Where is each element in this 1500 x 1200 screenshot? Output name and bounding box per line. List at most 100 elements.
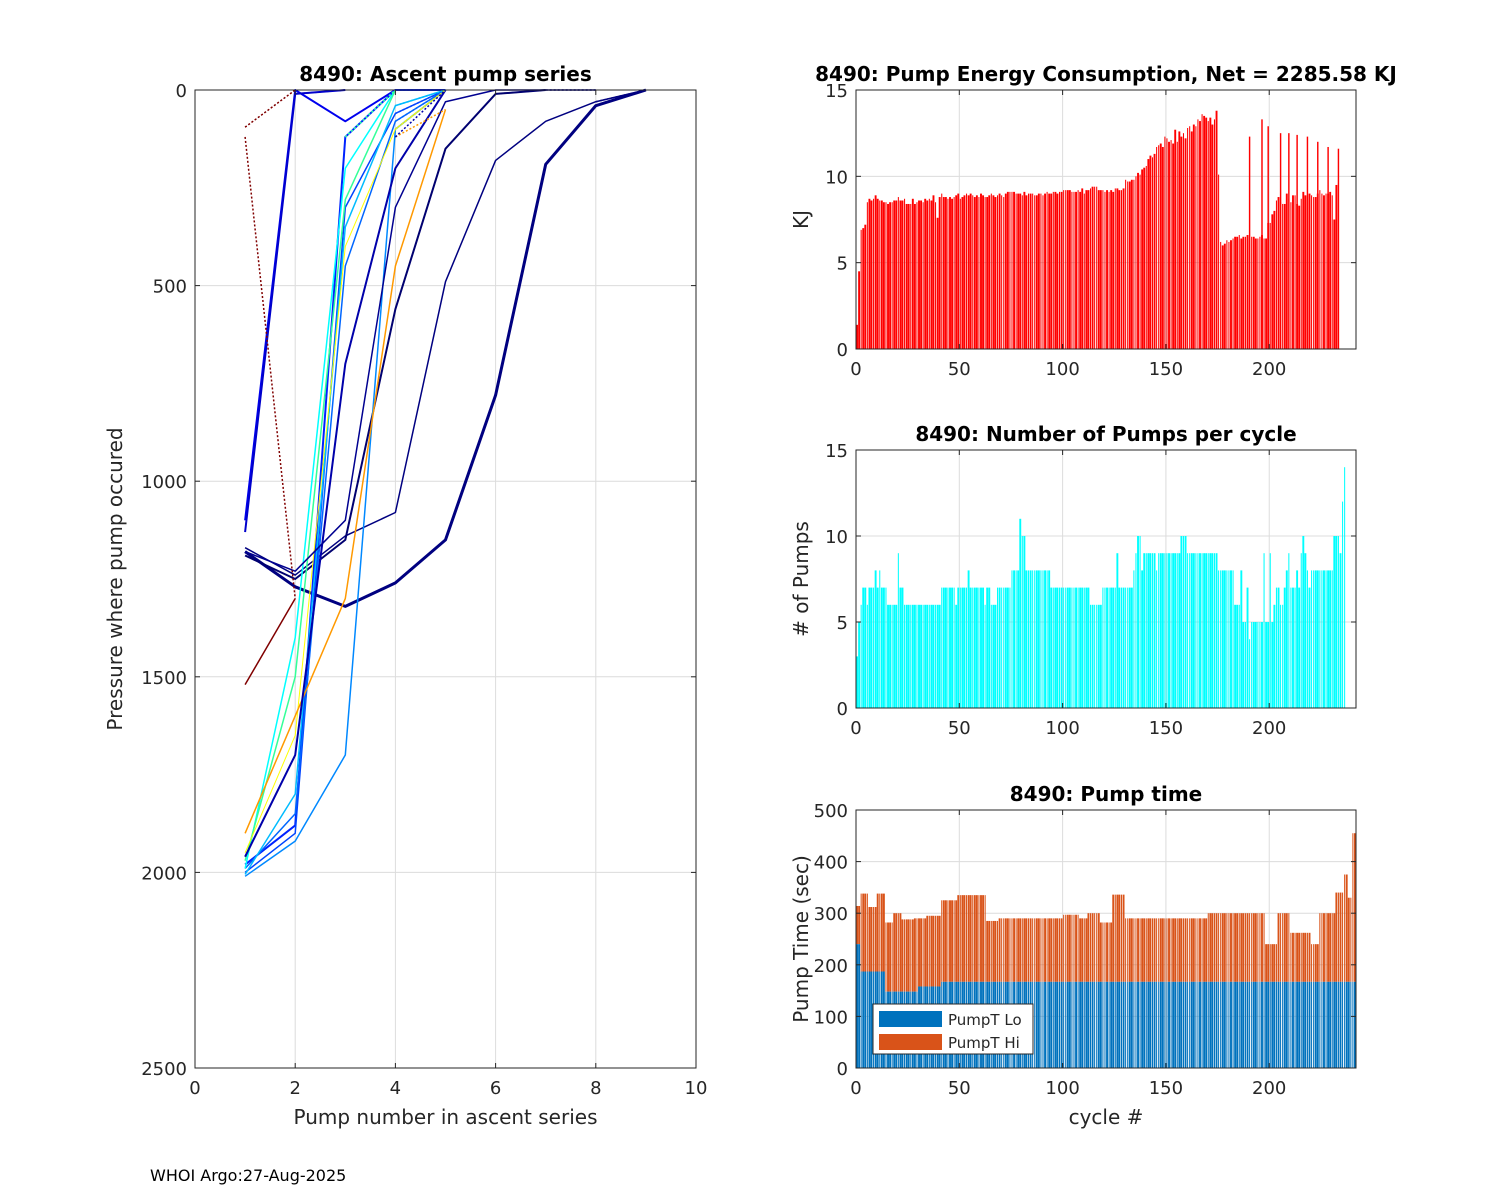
energy-bar (1096, 186, 1098, 349)
energy-bar (1218, 174, 1220, 349)
energy-bar (1127, 181, 1129, 349)
energy-bar (880, 200, 883, 349)
pumptime-hi-bar (1288, 913, 1290, 982)
pumptime-hi-bar (1161, 918, 1164, 982)
pumptime-lo-bar (1288, 981, 1290, 1068)
pumptime-hi-bar (1271, 944, 1274, 982)
energy-bar (1228, 241, 1230, 349)
npumps-bar (1065, 587, 1067, 708)
energy-bar (1304, 195, 1307, 349)
pumptime-lo-bar (870, 971, 873, 1068)
energy-bar (904, 198, 906, 349)
pumptime-lo-bar (1205, 981, 1208, 1068)
npumps-bar (891, 604, 893, 708)
pumptime-hi-bar (1220, 913, 1222, 982)
y-tick-label: 500 (814, 801, 848, 822)
ascent-dotted-segment (595, 89, 647, 103)
npumps-bar (942, 587, 945, 708)
pumptime-hi-bar (994, 920, 997, 982)
pumptime-hi-bar (1335, 892, 1338, 982)
pumptime-hi-bar (1052, 918, 1054, 982)
ascent-dotted-segment (394, 89, 446, 130)
npumps-bar (901, 587, 904, 708)
npumps-bar (1319, 570, 1321, 708)
npumps-bar (1273, 604, 1276, 708)
energy-bar (1040, 193, 1042, 349)
energy-bar (907, 203, 910, 349)
energy-bar-spike (1288, 133, 1290, 349)
npumps-bar (911, 604, 914, 708)
energy-bar (926, 200, 929, 349)
energy-bar (1097, 190, 1100, 349)
pumptime-lo-bar (1091, 981, 1094, 1068)
pumptime-hi-bar (1125, 918, 1127, 982)
pumptime-hi-bar (1342, 892, 1344, 982)
pumptime-hi-bar (1238, 913, 1240, 982)
energy-bar (994, 197, 997, 349)
energy-bar (1294, 195, 1296, 349)
npumps-bar (1294, 587, 1296, 708)
npumps-bar (895, 604, 898, 708)
energy-bar (1242, 236, 1245, 349)
npumps-bar (1159, 553, 1162, 708)
npumps-bar (990, 604, 992, 708)
pumptime-hi-bar (1189, 918, 1191, 982)
pumptime-lo-bar (1164, 981, 1166, 1068)
y-tick-label: 15 (825, 441, 848, 462)
npumps-bar (969, 587, 972, 708)
energy-bar (1158, 145, 1160, 349)
pumptime-lo-bar (1339, 981, 1342, 1068)
pumptime-hi-bar (1009, 918, 1011, 982)
pumptime-hi-bar (1308, 932, 1311, 982)
npumps-bar (862, 587, 865, 708)
pumptime-hi-bar (1311, 944, 1313, 982)
pumptime-hi-bar (1004, 918, 1007, 982)
pumptime-hi-bar (973, 895, 976, 982)
energy-bar (938, 197, 941, 349)
pumptime-lo-bar (1077, 981, 1079, 1068)
npumps-bar (1331, 570, 1333, 708)
npumps-bar (1099, 604, 1102, 708)
pumptime-hi-bar (1211, 913, 1214, 982)
energy-bar (1110, 190, 1113, 349)
ascent-dotted-segment (595, 89, 647, 107)
pumptime-hi-bar (1015, 918, 1017, 982)
energy-bar (1019, 193, 1022, 349)
pumptime-hi-bar (984, 895, 986, 982)
energy-bar (1265, 238, 1268, 349)
npumps-bar (949, 587, 951, 708)
pumptime-lo-bar (1050, 981, 1053, 1068)
pumptime-lo-bar (1259, 981, 1261, 1068)
pumptime-lo-bar (1325, 981, 1327, 1068)
energy-bar (1011, 191, 1013, 349)
energy-bar (860, 229, 862, 349)
pumptime-lo-bar (1110, 981, 1113, 1068)
energy-bar (1300, 198, 1302, 349)
pumptime-hi-bar (1164, 918, 1166, 982)
energy-bar (1137, 172, 1139, 349)
energy-bar (913, 203, 916, 349)
pumptime-lo-bar (1190, 981, 1193, 1068)
pumptime-hi-bar (1029, 918, 1032, 982)
energy-bar (1017, 193, 1020, 349)
pumptime-lo-bar (1044, 981, 1046, 1068)
npumps-bar (973, 587, 976, 708)
y-tick-label: 2000 (141, 863, 187, 884)
pumptime-hi-bar (1145, 918, 1147, 982)
pump-time-axes: 0 50 100 150 200 0 100 200 300 400 500 8490: Pump … (789, 782, 1357, 1129)
energy-bar (986, 197, 989, 349)
pumptime-lo-bar (1052, 981, 1054, 1068)
energy-bar (988, 195, 991, 349)
pumptime-hi-bar (1345, 874, 1348, 982)
npumps-bar (1037, 570, 1040, 708)
npumps-bar (1311, 570, 1313, 708)
legend-swatch-hi (879, 1034, 942, 1050)
energy-bar (1159, 143, 1162, 349)
energy-bar (1102, 190, 1104, 349)
pumptime-hi-bar (963, 895, 966, 982)
pumptime-hi-bar (1240, 913, 1243, 982)
ascent-lines (244, 88, 647, 877)
pumptime-hi-bar (1056, 918, 1059, 982)
pumptime-hi-bar (1213, 913, 1215, 982)
npumps-bar (1168, 553, 1170, 708)
